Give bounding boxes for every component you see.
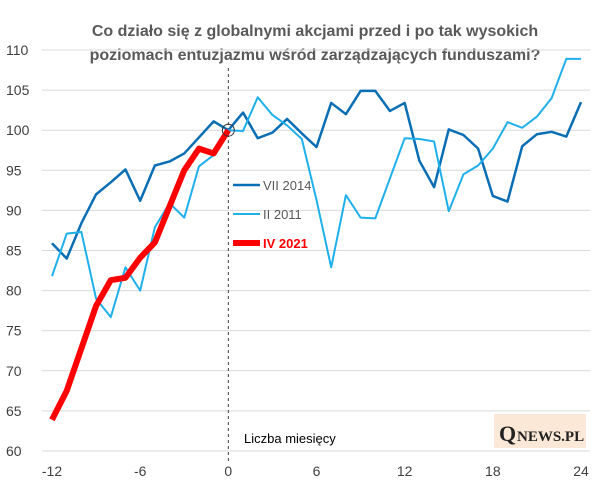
legend-label: VII 2014 [263,178,311,193]
y-tick-label: 60 [6,443,22,459]
y-tick-label: 110 [6,42,29,58]
x-axis-label: Liczba miesięcy [244,431,336,446]
x-tick-label: 24 [573,463,589,479]
logo-q: Q [499,421,516,446]
legend-label: II 2011 [263,207,302,222]
y-tick-label: 85 [6,243,22,259]
x-tick-label: -12 [42,463,62,479]
y-tick-label: 75 [6,323,22,339]
origin-marker [221,123,235,137]
legend-label: IV 2021 [263,236,308,251]
x-tick-label: 18 [485,463,501,479]
y-tick-label: 65 [6,403,22,419]
x-tick-label: 0 [224,463,232,479]
y-tick-label: 80 [6,283,22,299]
series-line-vii-2014 [51,89,583,260]
series-line-ii-2011 [51,57,581,319]
y-tick-label: 70 [6,363,22,379]
series-line-iv-2021 [49,128,231,422]
x-tick-label: 6 [313,463,321,479]
x-tick-label: -6 [134,463,147,479]
y-tick-label: 100 [6,122,30,138]
y-tick-label: 95 [6,162,22,178]
y-tick-label: 105 [6,82,30,98]
chart-title-line-2: poziomach entuzjazmu wśród zarządzającyc… [90,47,541,64]
x-tick-label: 12 [397,463,413,479]
chart-title-line-1: Co działo się z globalnymi akcjami przed… [92,23,538,40]
qnews-logo: Q NEWS.PL [494,414,586,448]
logo-text: NEWS.PL [517,429,584,445]
y-tick-label: 90 [6,202,22,218]
